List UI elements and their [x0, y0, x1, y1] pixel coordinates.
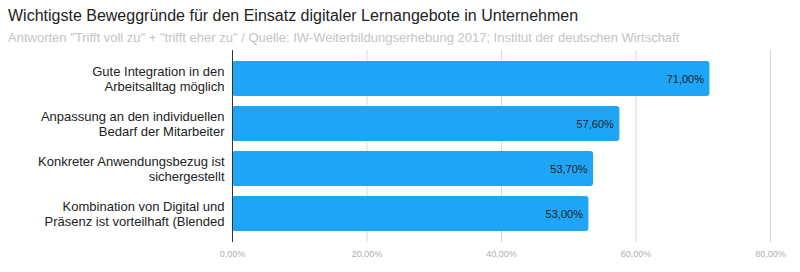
- svg-text:80,00%: 80,00%: [755, 249, 786, 259]
- svg-text:60,00%: 60,00%: [621, 249, 652, 259]
- svg-text:0,00%: 0,00%: [220, 249, 246, 259]
- svg-text:Konkreter Anwendungsbezug ists: Konkreter Anwendungsbezug istsichergeste…: [38, 154, 225, 184]
- svg-text:53,70%: 53,70%: [550, 163, 588, 175]
- svg-text:20,00%: 20,00%: [352, 249, 383, 259]
- svg-text:Anpassung an den individuellen: Anpassung an den individuellenBedarf der…: [41, 109, 225, 139]
- svg-text:71,00%: 71,00%: [667, 73, 705, 85]
- svg-text:Kombination von Digital undPrä: Kombination von Digital undPräsenz ist v…: [45, 199, 225, 229]
- html-text:Wichtigste Beweggründe für den: Wichtigste Beweggründe für den Einsatz d…: [8, 7, 579, 24]
- svg-text:57,60%: 57,60%: [577, 118, 615, 130]
- html-text:Antworten "Trifft voll zu" + ": Antworten "Trifft voll zu" + "trifft ehe…: [8, 30, 680, 45]
- svg-text:53,00%: 53,00%: [546, 208, 584, 220]
- svg-text:40,00%: 40,00%: [486, 249, 517, 259]
- svg-text:Gute Integration in denArbeits: Gute Integration in denArbeitsalltag mög…: [92, 64, 224, 94]
